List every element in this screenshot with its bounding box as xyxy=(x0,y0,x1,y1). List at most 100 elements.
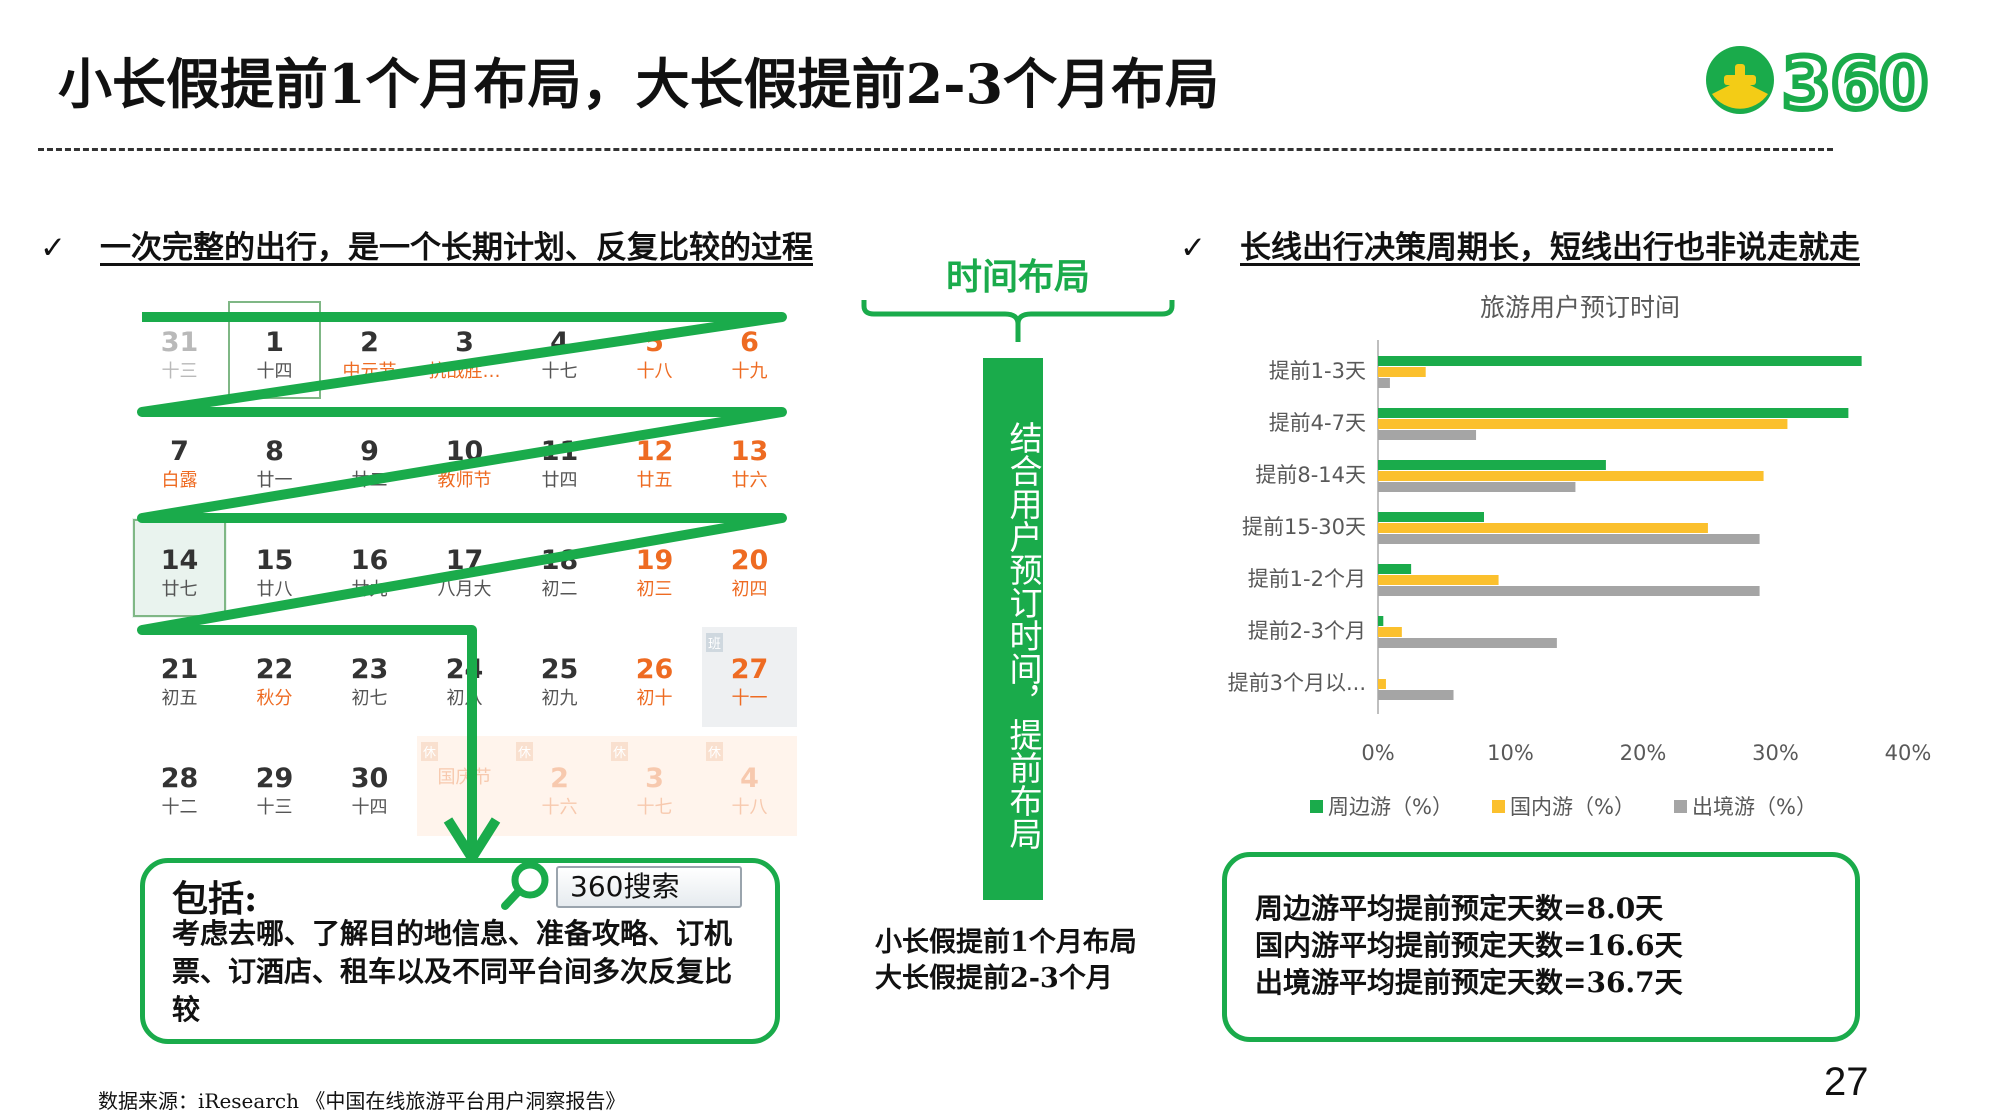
calendar-day[interactable]: 休国庆节 xyxy=(417,736,512,836)
lunar-date: 白露 xyxy=(161,470,198,491)
lunar-date: 十七 xyxy=(541,361,578,382)
day-number: 1 xyxy=(265,327,284,358)
calendar-day[interactable]: 23 初七 xyxy=(322,627,417,727)
calendar-day[interactable]: 1 十四 xyxy=(227,300,322,400)
calendar-day[interactable]: 2 中元节 xyxy=(322,300,417,400)
calendar: 31 十三 1 十四 2 中元节 3 抗战胜… 4 十七 5 十八 6 十九 7 白露 8 廿一 9 廿二 10 教师节 1… xyxy=(132,300,797,840)
lunar-date: 十七 xyxy=(636,797,673,818)
legend-swatch xyxy=(1492,800,1505,813)
bar-series-2 xyxy=(1378,430,1477,440)
calendar-day[interactable]: 12 廿五 xyxy=(607,409,702,509)
calendar-day[interactable]: 28 十二 xyxy=(132,736,227,836)
timeline-summary: 小长假提前1个月布局 大长假提前2-3个月 xyxy=(875,925,1137,997)
calendar-day[interactable]: 10 教师节 xyxy=(417,409,512,509)
calendar-day[interactable]: 20 初四 xyxy=(702,518,797,618)
calendar-day[interactable]: 15 廿八 xyxy=(227,518,322,618)
day-number: 30 xyxy=(350,763,389,794)
bar-series-2 xyxy=(1378,638,1557,648)
lunar-date: 初五 xyxy=(161,688,198,709)
calendar-day[interactable]: 休 3 十七 xyxy=(607,736,702,836)
x-tick-label: 0% xyxy=(1361,741,1394,765)
bar-series-0 xyxy=(1378,460,1606,470)
calendar-day[interactable]: 25 初九 xyxy=(512,627,607,727)
calendar-day[interactable]: 9 廿二 xyxy=(322,409,417,509)
day-number: 26 xyxy=(635,654,674,685)
lunar-date: 廿二 xyxy=(351,470,388,491)
check-icon: ✓ xyxy=(1180,230,1206,266)
lunar-date: 廿五 xyxy=(636,470,673,491)
legend-label: 出境游（%） xyxy=(1692,795,1817,819)
stats-line-2: 国内游平均提前预定天数=16.6天 xyxy=(1255,929,1683,962)
day-tag: 休 xyxy=(706,742,724,761)
calendar-day[interactable]: 19 初三 xyxy=(607,518,702,618)
chart-title: 旅游用户预订时间 xyxy=(1480,293,1680,322)
logo-360: 360 xyxy=(1706,40,1931,120)
day-number: 5 xyxy=(645,327,664,358)
legend-label: 周边游（%） xyxy=(1328,795,1453,819)
calendar-day[interactable]: 6 十九 xyxy=(702,300,797,400)
lunar-date: 廿九 xyxy=(351,579,388,600)
lunar-date: 教师节 xyxy=(437,470,492,491)
calendar-day[interactable]: 16 廿九 xyxy=(322,518,417,618)
calendar-day[interactable]: 5 十八 xyxy=(607,300,702,400)
lunar-date: 初九 xyxy=(541,688,578,709)
calendar-day[interactable]: 4 十七 xyxy=(512,300,607,400)
calendar-day[interactable]: 14 廿七 xyxy=(132,518,227,618)
day-number: 3 xyxy=(455,327,474,358)
stats-line-1: 周边游平均提前预定天数=8.0天 xyxy=(1255,892,1664,925)
calendar-day[interactable]: 13 廿六 xyxy=(702,409,797,509)
bar-series-1 xyxy=(1378,367,1426,377)
calendar-day[interactable]: 休 4 十八 xyxy=(702,736,797,836)
left-heading: ✓ 一次完整的出行，是一个长期计划、反复比较的过程 xyxy=(40,222,813,267)
legend-label: 国内游（%） xyxy=(1510,795,1635,819)
day-number: 3 xyxy=(645,763,664,794)
category-label: 提前2-3个月 xyxy=(1248,619,1366,643)
calendar-day[interactable]: 18 初二 xyxy=(512,518,607,618)
calendar-day[interactable]: 7 白露 xyxy=(132,409,227,509)
calendar-day[interactable]: 17 八月大 xyxy=(417,518,512,618)
day-number: 8 xyxy=(265,436,284,467)
lunar-date: 廿一 xyxy=(256,470,293,491)
calendar-day[interactable]: 24 初八 xyxy=(417,627,512,727)
lunar-date: 廿八 xyxy=(256,579,293,600)
day-number: 14 xyxy=(160,545,199,576)
calendar-day[interactable]: 8 廿一 xyxy=(227,409,322,509)
search-input[interactable]: 360搜索 xyxy=(556,866,742,908)
category-label: 提前8-14天 xyxy=(1255,463,1366,487)
stats-text: 周边游平均提前预定天数=8.0天 国内游平均提前预定天数=16.6天 出境游平均… xyxy=(1255,890,1683,1001)
calendar-day[interactable]: 11 廿四 xyxy=(512,409,607,509)
calendar-day[interactable]: 休 2 十六 xyxy=(512,736,607,836)
calendar-day[interactable]: 3 抗战胜… xyxy=(417,300,512,400)
calendar-day[interactable]: 31 十三 xyxy=(132,300,227,400)
day-tag: 休 xyxy=(611,742,629,761)
timeline-vertical-banner: 结合用户预订时间，提前布局 xyxy=(983,358,1043,900)
lunar-date: 十六 xyxy=(541,797,578,818)
day-number: 7 xyxy=(170,436,189,467)
check-icon: ✓ xyxy=(40,230,66,266)
day-number: 4 xyxy=(740,763,759,794)
bar-series-1 xyxy=(1378,419,1788,429)
day-number: 29 xyxy=(255,763,294,794)
day-tag: 休 xyxy=(421,742,439,761)
category-label: 提前15-30天 xyxy=(1242,515,1366,539)
bar-series-2 xyxy=(1378,482,1576,492)
bar-series-0 xyxy=(1378,616,1384,626)
lunar-date: 秋分 xyxy=(256,688,293,709)
lunar-date: 十三 xyxy=(161,361,198,382)
calendar-day[interactable]: 22 秋分 xyxy=(227,627,322,727)
lunar-date: 廿六 xyxy=(731,470,768,491)
calendar-day[interactable]: 26 初十 xyxy=(607,627,702,727)
legend-swatch xyxy=(1310,800,1323,813)
day-number: 6 xyxy=(740,327,759,358)
logo-text: 360 xyxy=(1782,43,1928,120)
calendar-day[interactable]: 30 十四 xyxy=(322,736,417,836)
calendar-day[interactable]: 29 十三 xyxy=(227,736,322,836)
lunar-date: 中元节 xyxy=(342,361,397,382)
calendar-day[interactable]: 班 27 十一 xyxy=(702,627,797,727)
day-tag: 班 xyxy=(706,633,724,652)
day-number: 18 xyxy=(540,545,579,576)
day-number: 10 xyxy=(445,436,484,467)
calendar-day[interactable]: 21 初五 xyxy=(132,627,227,727)
include-label: 包括: xyxy=(172,878,258,920)
lunar-date: 初十 xyxy=(636,688,673,709)
